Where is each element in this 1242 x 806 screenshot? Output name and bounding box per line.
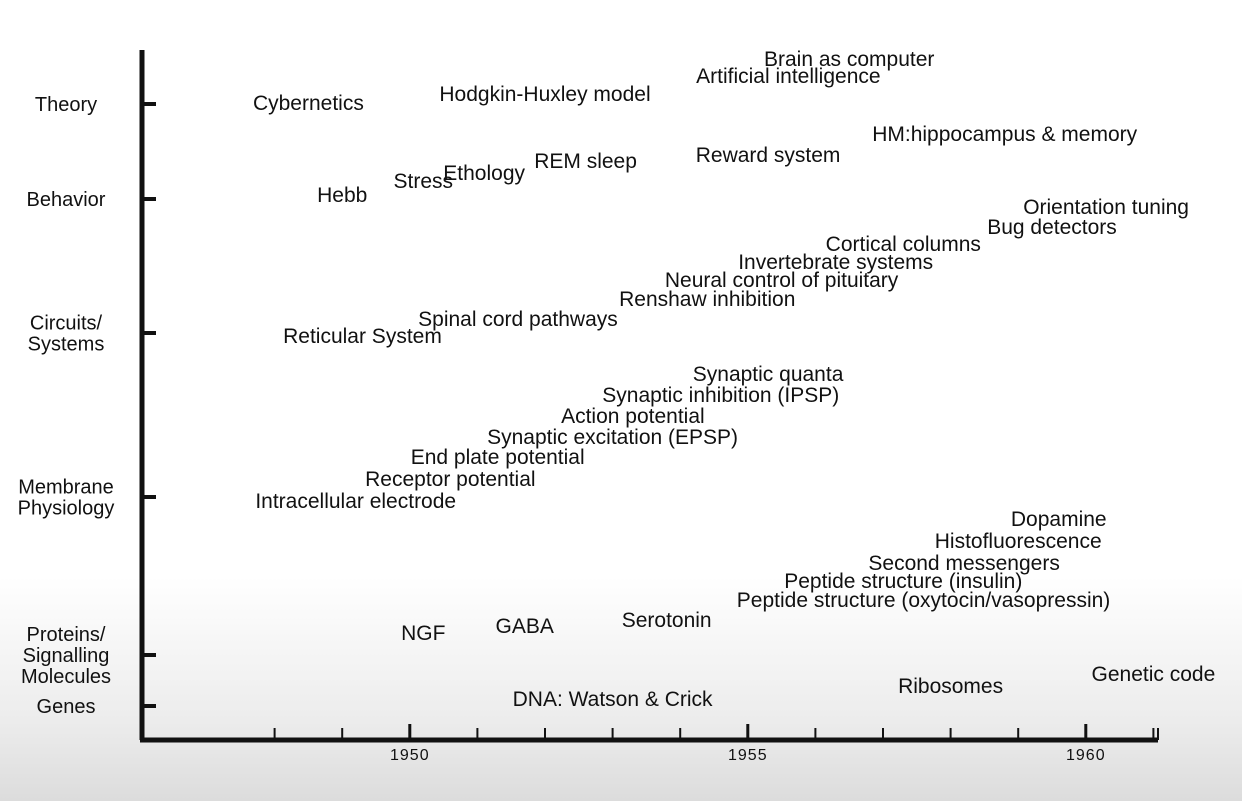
x-tick-label-1960: 1960 [1066,747,1106,764]
event-label-bug-detectors: Bug detectors [987,216,1117,239]
event-label-ribosomes: Ribosomes [898,675,1003,698]
event-label-spinal-cord-pathways: Spinal cord pathways [418,308,618,331]
event-label-stress: Stress [394,170,454,193]
event-label-dopamine: Dopamine [1011,508,1107,531]
event-label-gaba: GABA [496,615,554,638]
event-label-orientation-tuning: Orientation tuning [1023,196,1189,219]
y-category-label-theory: Theory [35,94,97,116]
event-label-reticular-system: Reticular System [283,325,442,348]
x-tick-label-1950: 1950 [390,747,430,764]
event-label-invertebrate-systems: Invertebrate systems [738,251,933,274]
event-label-histofluorescence: Histofluorescence [935,530,1102,553]
event-label-cortical-columns: Cortical columns [826,233,981,256]
event-label-synaptic-excitation-epsp: Synaptic excitation (EPSP) [487,426,738,449]
event-label-action-potential: Action potential [561,405,705,428]
event-label-cybernetics: Cybernetics [253,92,364,115]
event-label-peptide-structure-oxytocin-vasopressin: Peptide structure (oxytocin/vasopressin) [737,589,1111,612]
event-label-synaptic-quanta: Synaptic quanta [693,363,844,386]
y-category-label-membrane: Membrane Physiology [18,477,115,520]
event-label-ethology: Ethology [443,162,525,185]
event-label-hm-hippocampus-memory: HM:hippocampus & memory [872,123,1137,146]
event-label-end-plate-potential: End plate potential [411,446,585,469]
event-label-intracellular-electrode: Intracellular electrode [255,490,456,513]
event-label-ngf: NGF [401,622,445,645]
event-label-renshaw-inhibition: Renshaw inhibition [619,288,795,311]
event-label-dna-watson-crick: DNA: Watson & Crick [513,688,713,711]
y-category-label-proteins: Proteins/Signalling Molecules [21,624,111,688]
y-category-label-genes: Genes [37,696,96,718]
event-label-synaptic-inhibition-ipsp: Synaptic inhibition (IPSP) [602,384,839,407]
event-label-peptide-structure-insulin: Peptide structure (insulin) [784,570,1022,593]
event-label-serotonin: Serotonin [622,609,712,632]
event-label-brain-as-computer: Brain as computer [764,48,934,71]
x-tick-label-1955: 1955 [728,747,768,764]
event-label-artificial-intelligence: Artificial intelligence [696,65,880,88]
event-label-hodgkin-huxley-model: Hodgkin-Huxley model [439,83,650,106]
event-label-rem-sleep: REM sleep [534,150,637,173]
event-label-receptor-potential: Receptor potential [365,468,535,491]
event-label-genetic-code: Genetic code [1092,663,1216,686]
y-category-label-circuits: Circuits/Systems [28,313,105,356]
event-label-neural-control-of-pituitary: Neural control of pituitary [665,269,899,292]
event-label-reward-system: Reward system [696,144,841,167]
y-category-label-behavior: Behavior [27,189,106,211]
event-label-hebb: Hebb [317,184,367,207]
event-label-second-messengers: Second messengers [868,552,1059,575]
